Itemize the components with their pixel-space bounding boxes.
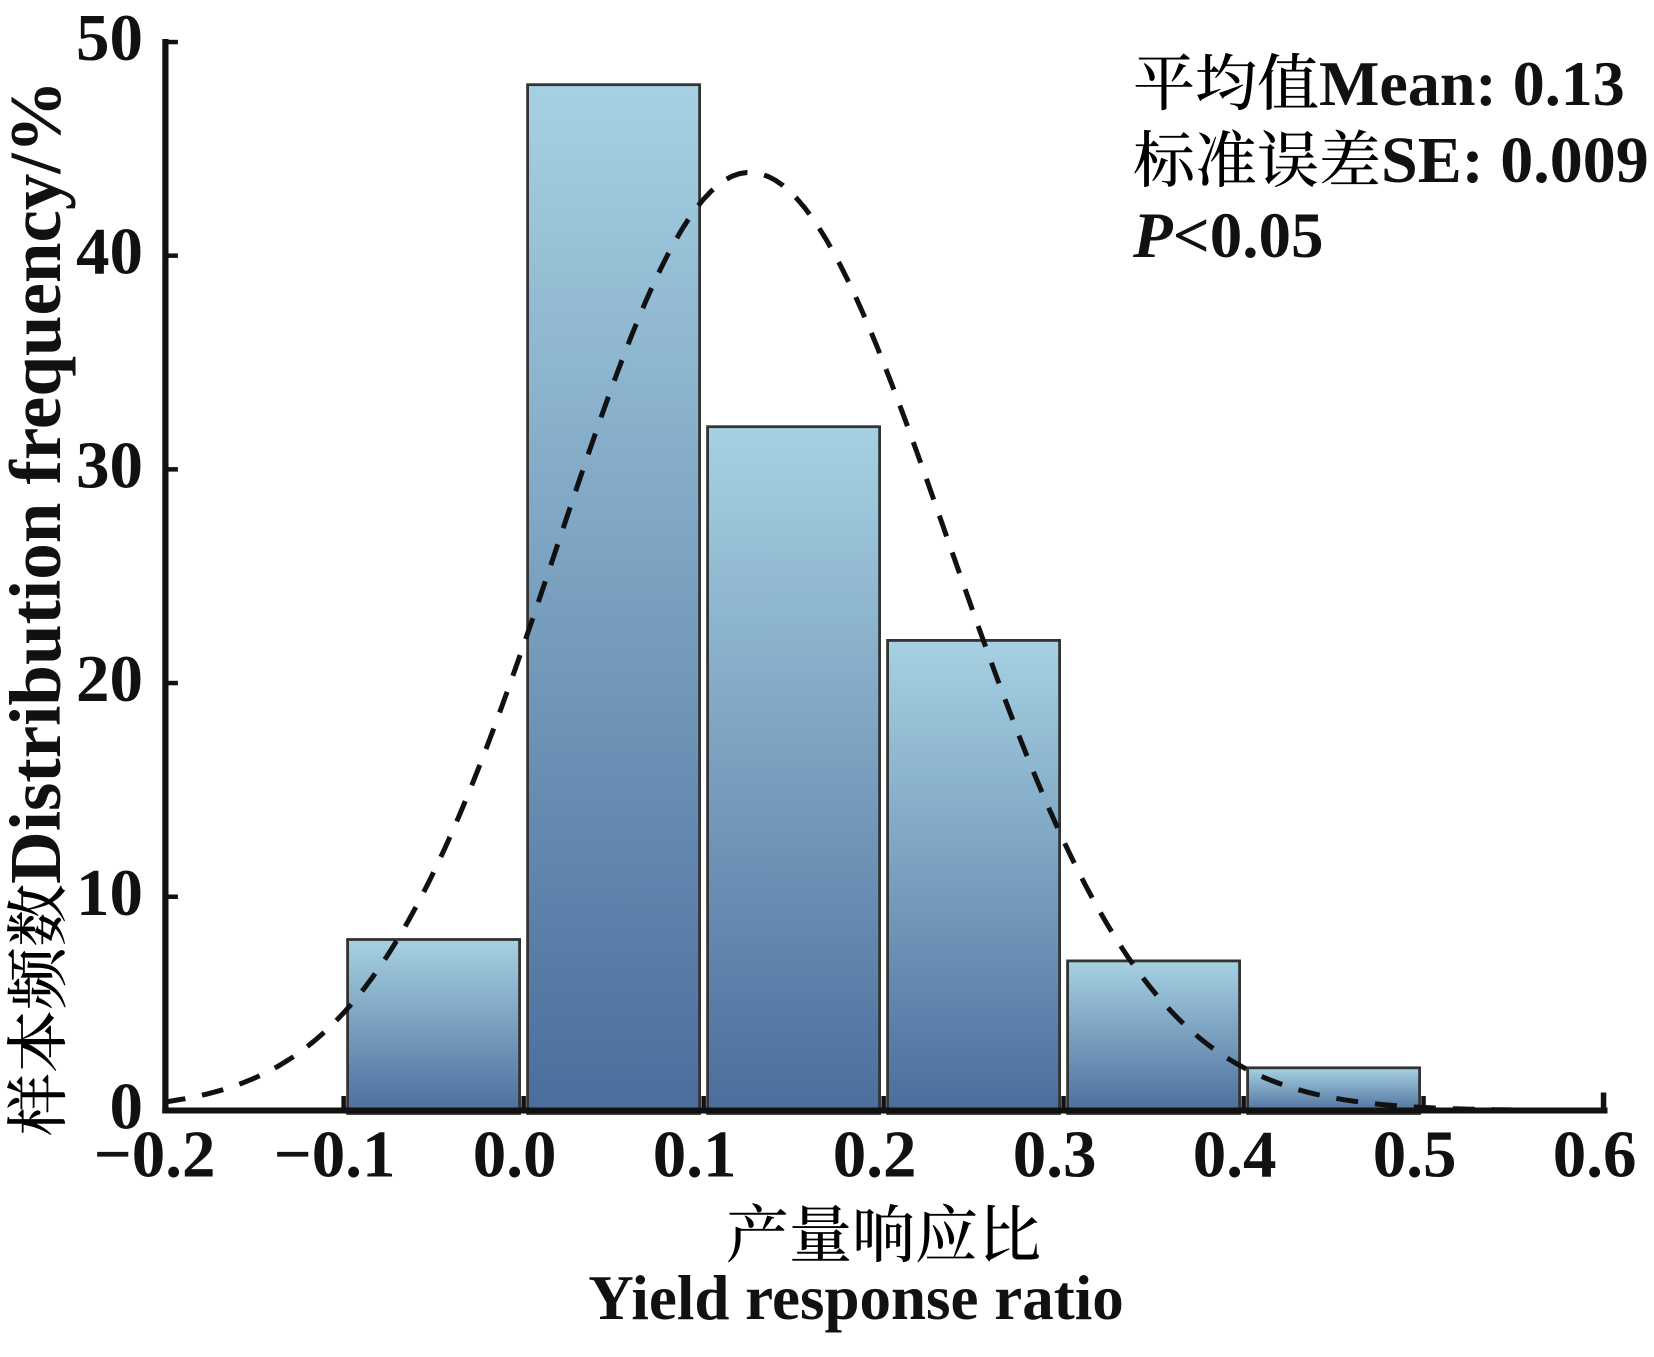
svg-text:Mean: 0.13: Mean: 0.13 [1319, 48, 1625, 119]
svg-text:0.4: 0.4 [1193, 1118, 1277, 1192]
svg-text:−0.1: −0.1 [274, 1118, 396, 1192]
svg-text:0: 0 [110, 1070, 144, 1144]
svg-text:20: 20 [76, 642, 143, 716]
svg-text:SE: 0.009: SE: 0.009 [1381, 124, 1649, 197]
svg-text:P<0.05: P<0.05 [1132, 200, 1324, 272]
svg-text:0.0: 0.0 [473, 1118, 557, 1192]
svg-text:0.2: 0.2 [833, 1118, 917, 1192]
svg-text:Yield response ratio: Yield response ratio [588, 1263, 1123, 1333]
svg-text:0.1: 0.1 [653, 1118, 737, 1192]
svg-text:Distribution frequency/%: Distribution frequency/% [0, 80, 76, 884]
svg-text:0.6: 0.6 [1553, 1118, 1637, 1192]
svg-text:0.5: 0.5 [1373, 1118, 1457, 1192]
svg-text:40: 40 [76, 215, 143, 289]
svg-text:0.3: 0.3 [1013, 1118, 1097, 1192]
svg-text:−0.2: −0.2 [94, 1118, 216, 1192]
svg-text:30: 30 [76, 428, 143, 502]
svg-text:50: 50 [76, 1, 143, 75]
svg-text:10: 10 [76, 856, 143, 930]
